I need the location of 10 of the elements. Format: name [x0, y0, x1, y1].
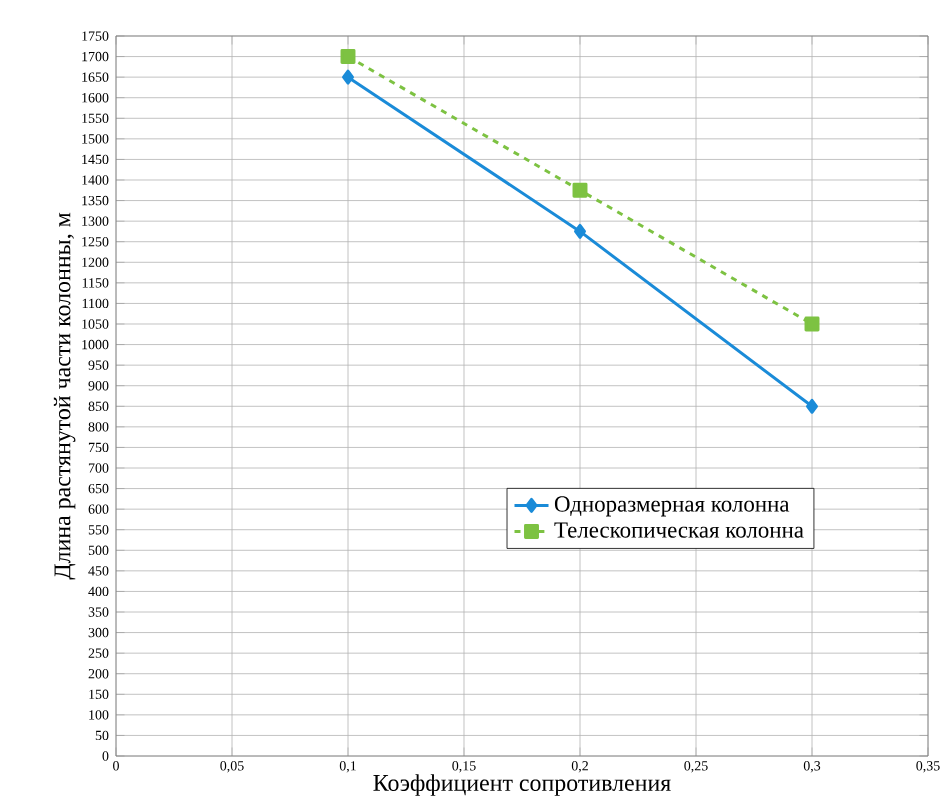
x-axis-title: Коэффициент сопротивления	[373, 774, 671, 796]
point	[572, 182, 588, 198]
point	[340, 49, 356, 65]
point	[804, 316, 820, 332]
point	[806, 398, 818, 414]
point	[574, 223, 586, 239]
y-axis-title: Длина растянутой части колонны, м	[53, 212, 76, 580]
legend-label: Телескопическая колонна	[554, 522, 804, 538]
point	[342, 69, 354, 85]
legend-label: Одноразмерная колонна	[554, 496, 790, 517]
